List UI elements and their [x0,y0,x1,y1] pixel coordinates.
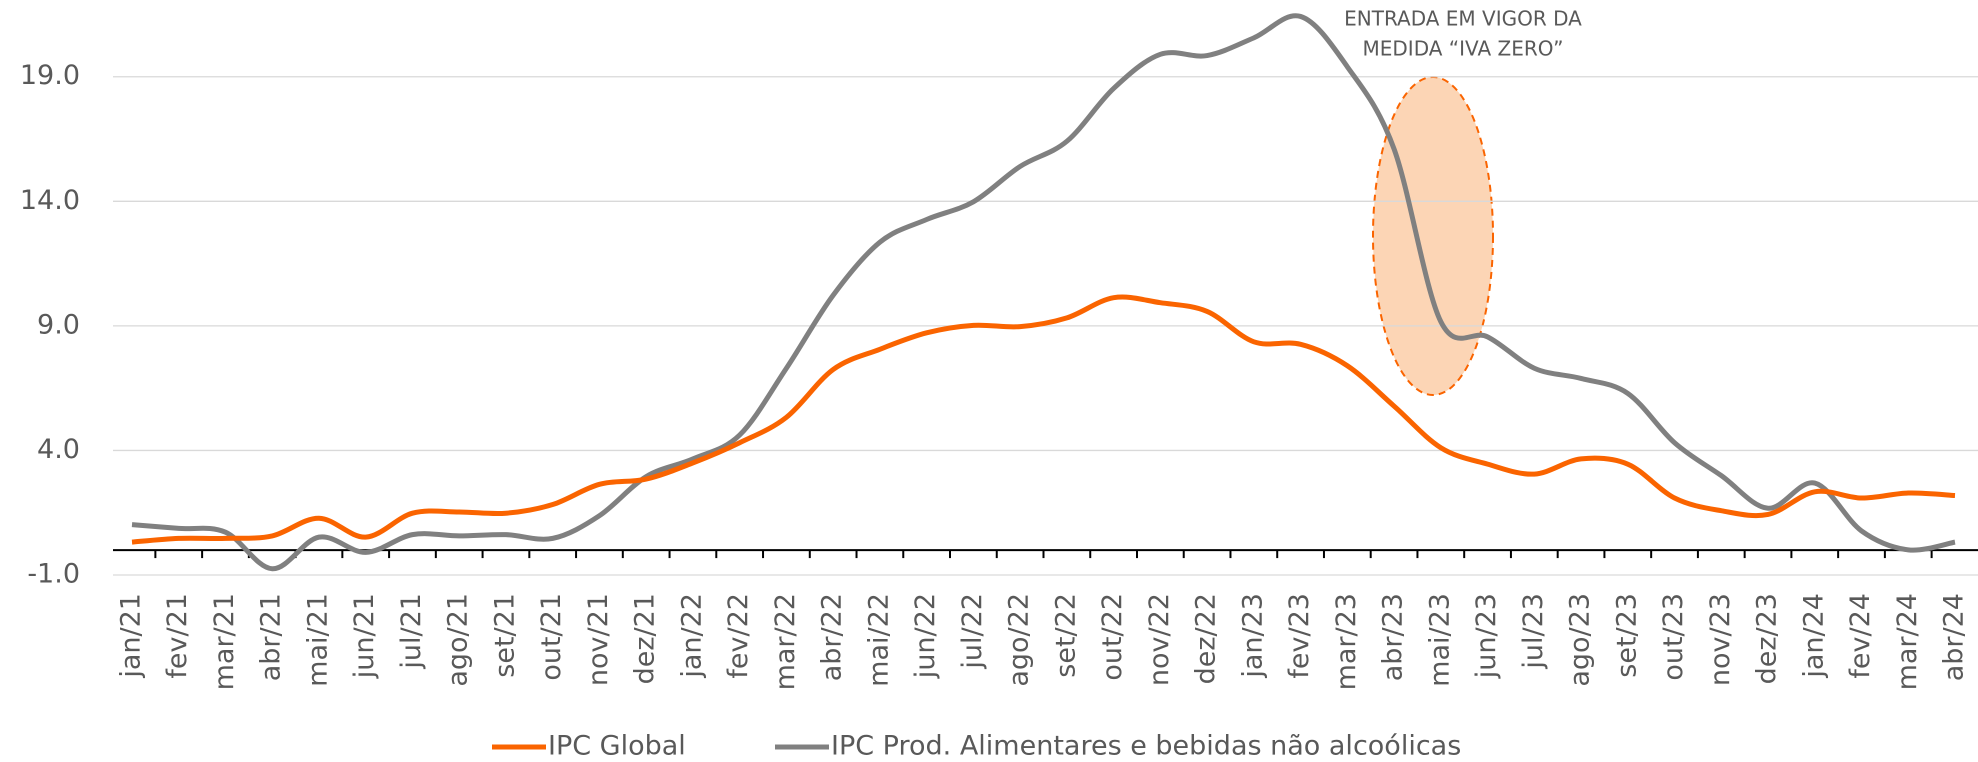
x-tick-label: fev/23 [1284,593,1315,679]
y-tick-label: -1.0 [27,559,80,590]
legend-label: IPC Prod. Alimentares e bebidas não alco… [831,731,1461,762]
x-tick-label: nov/23 [1705,593,1736,686]
x-tick-label: abr/23 [1378,593,1409,681]
y-tick-label: 14.0 [20,185,80,216]
x-tick-label: jan/23 [1237,593,1268,679]
x-tick-label: ago/23 [1565,593,1596,687]
x-tick-label: mar/23 [1331,593,1362,690]
x-tick-label: mar/24 [1892,593,1923,690]
x-tick-label: abr/24 [1939,593,1970,681]
x-tick-label: fev/22 [723,593,754,679]
x-tick-label: jul/21 [396,593,427,670]
x-tick-label: out/21 [536,593,567,681]
x-tick-label: jul/23 [1518,593,1549,670]
y-tick-label: 4.0 [37,434,80,465]
highlight-ellipse [1372,76,1494,396]
x-tick-label: mai/23 [1424,593,1455,687]
x-tick-label: jan/22 [676,593,707,679]
x-tick-label: fev/21 [162,593,193,679]
annotation: ENTRADA EM VIGOR DA [1344,7,1582,31]
x-tick-label: set/23 [1611,593,1642,678]
annotation: MEDIDA “IVA ZERO” [1363,37,1564,61]
x-tick-label: ago/22 [1004,593,1035,687]
x-tick-label: mai/21 [302,593,333,687]
x-tick-label: set/22 [1050,593,1081,678]
x-tick-label: abr/21 [256,593,287,681]
x-tick-label: jun/21 [349,593,380,679]
x-tick-label: mai/22 [863,593,894,687]
x-tick-label: out/22 [1097,593,1128,681]
x-tick-label: mar/21 [209,593,240,690]
x-tick-label: jan/24 [1798,593,1829,679]
x-tick-label: dez/21 [630,593,661,684]
x-tick-label: fev/24 [1845,593,1876,679]
x-tick-label: dez/23 [1752,593,1783,684]
legend-label: IPC Global [548,731,686,762]
x-tick-label: out/23 [1658,593,1689,681]
x-tick-label: nov/21 [583,593,614,686]
x-tick-label: jun/23 [1471,593,1502,679]
x-tick-label: jul/22 [957,593,988,670]
y-tick-label: 19.0 [20,60,80,91]
series-line [131,13,1956,572]
x-tick-label: set/21 [489,593,520,678]
x-tick-label: nov/22 [1144,593,1175,686]
plot: -1.0 4.0 9.0 14.0 19.0 jan/21 fev/21 mar/21 abr/… [20,13,1978,762]
y-tick-label: 9.0 [37,309,80,340]
x-tick-label: mar/22 [770,593,801,690]
x-tick-label: jun/22 [910,593,941,679]
series-line [131,294,1956,545]
x-tick-label: ago/21 [443,593,474,687]
x-tick-label: dez/22 [1191,593,1222,684]
x-tick-label: abr/22 [817,593,848,681]
x-tick-label: jan/21 [116,593,147,679]
